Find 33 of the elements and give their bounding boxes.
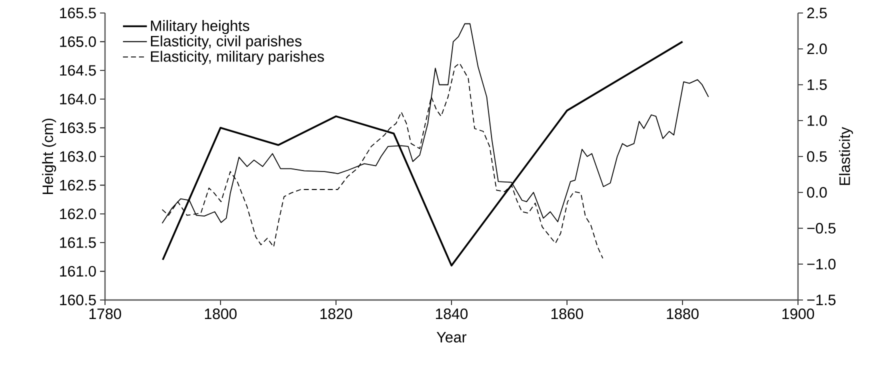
y2-tick-label: 2.0 (807, 44, 827, 54)
y2-tick-label: 0.0 (807, 187, 827, 198)
y-tick-label: 165.0 (60, 36, 96, 47)
y-tick-label: 162.0 (60, 208, 96, 220)
y2-axis-title: Elasticity (839, 126, 853, 185)
legend-label: Military heights (151, 20, 250, 34)
y2-tick-label: 0.5 (807, 151, 827, 162)
y2-tick-label: −1.0 (807, 258, 836, 270)
y-tick-label: 161.0 (60, 266, 96, 277)
x-axis-title: Year (436, 332, 466, 342)
y2-tick-label: 1.5 (808, 80, 827, 90)
x-tick-label: 1820 (320, 308, 352, 320)
x-tick-label: 1780 (89, 308, 122, 320)
y2-tick-label: −0.5 (807, 222, 836, 234)
x-tick-label: 1900 (782, 308, 814, 320)
y2-tick-label: 2.5 (807, 8, 827, 18)
y-tick-label: 165.5 (60, 8, 96, 18)
y2-tick-label: −1.5 (807, 294, 836, 306)
x-tick-label: 1840 (436, 308, 468, 320)
y-tick-label: 161.5 (60, 237, 96, 248)
x-tick-label: 1800 (204, 308, 237, 320)
y-tick-label: 162.5 (60, 180, 96, 190)
legend-label: Elasticity, military parishes (151, 50, 324, 65)
y2-tick-label: 1.0 (808, 115, 827, 126)
y-tick-label: 163.5 (60, 122, 96, 134)
x-tick-label: 1860 (551, 308, 584, 320)
legend-label: Elasticity, civil parishes (151, 35, 302, 50)
x-tick-label: 1880 (666, 308, 699, 320)
y-axis-title: Height (cm) (42, 118, 56, 194)
y-tick-label: 164.5 (60, 65, 96, 76)
y-tick-label: 160.5 (60, 294, 96, 306)
y-tick-label: 163.0 (60, 151, 96, 162)
y-tick-label: 164.0 (60, 94, 96, 104)
